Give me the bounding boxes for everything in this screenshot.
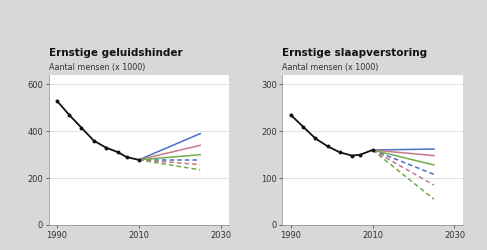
Text: Ernstige slaapverstoring: Ernstige slaapverstoring — [282, 48, 428, 58]
Text: Aantal mensen (x 1000): Aantal mensen (x 1000) — [282, 63, 379, 72]
Text: Aantal mensen (x 1000): Aantal mensen (x 1000) — [49, 63, 145, 72]
Text: Ernstige geluidshinder: Ernstige geluidshinder — [49, 48, 182, 58]
